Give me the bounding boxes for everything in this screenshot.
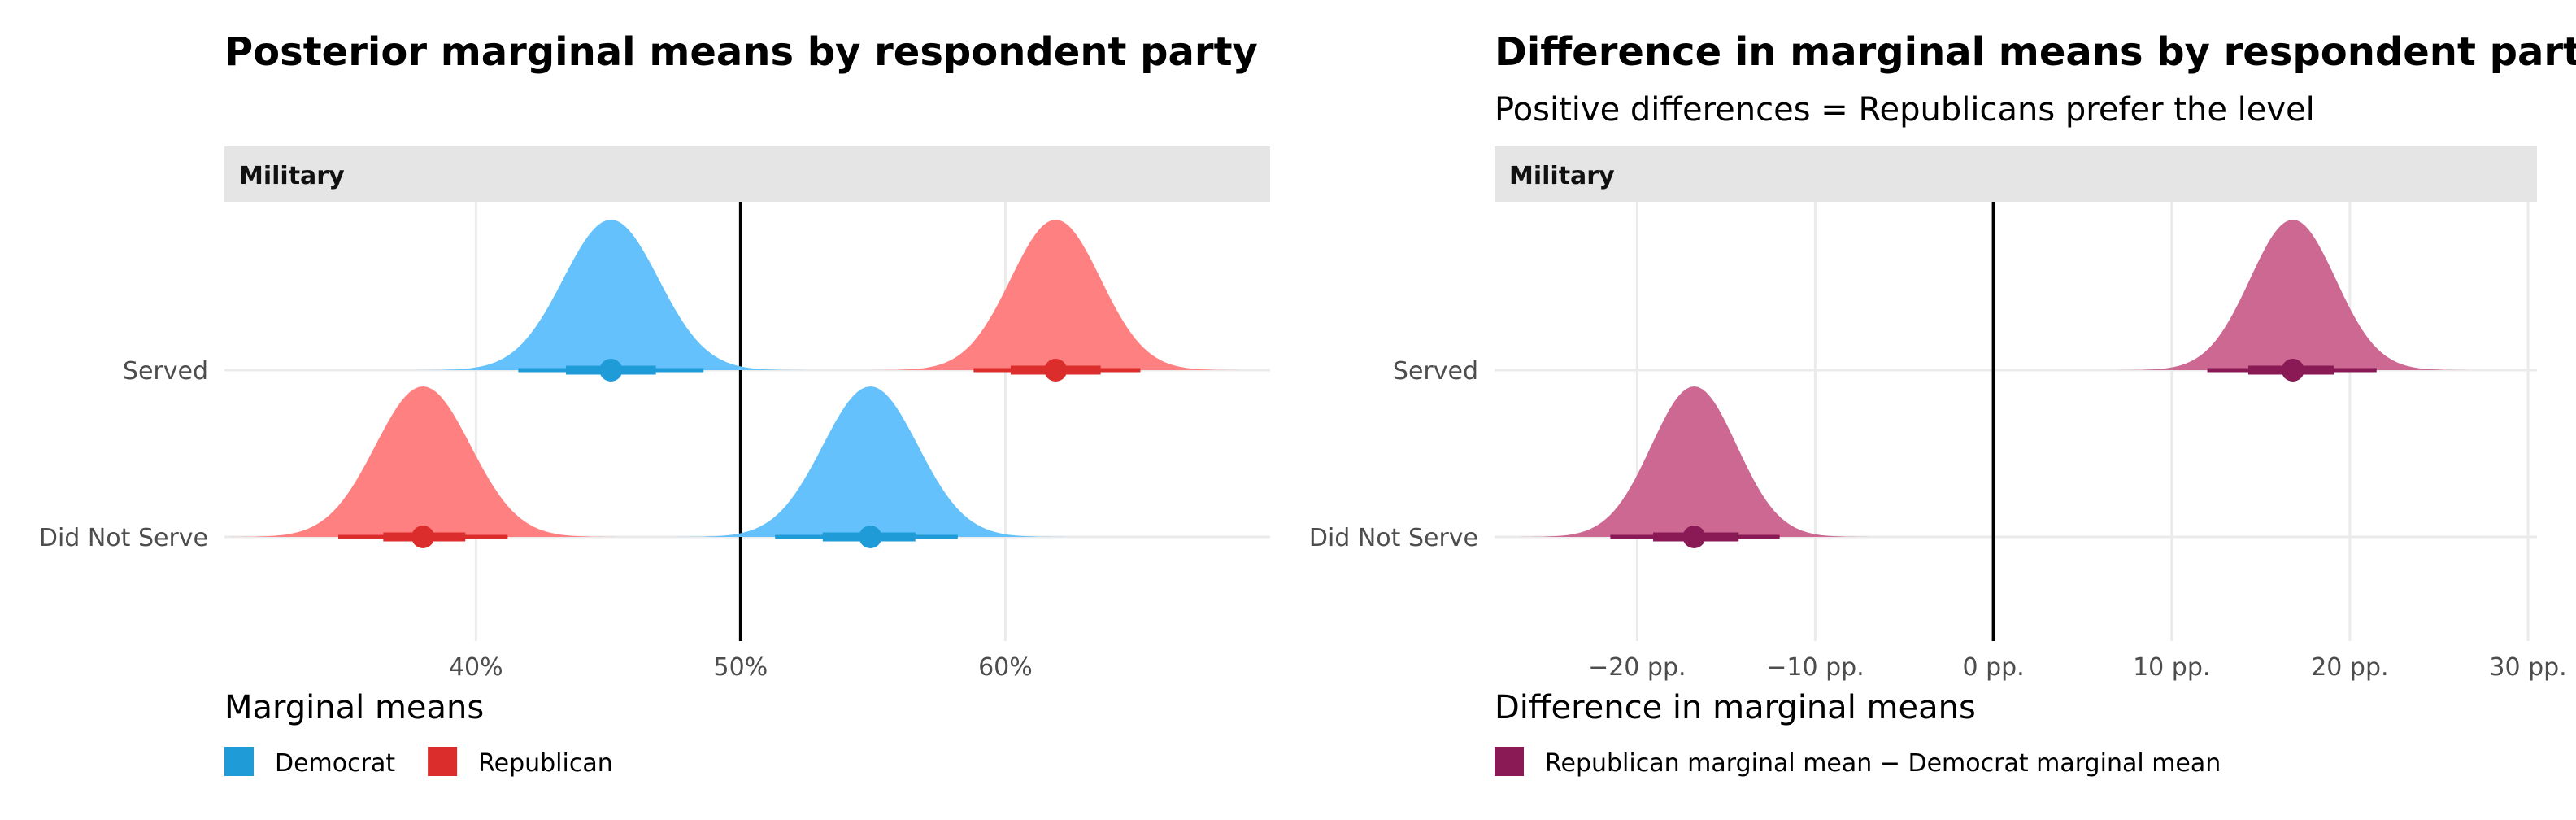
difference-panel: Difference in marginal means by responde…	[1309, 29, 2576, 778]
y-tick-label: Did Not Serve	[1309, 524, 1478, 552]
density-ridge	[223, 386, 624, 537]
density-ridge	[670, 386, 1071, 537]
plot-area: 40% 50% 60% Served Did Not Serve	[39, 202, 1270, 682]
point-estimate	[411, 526, 435, 548]
legend-title: Marginal means	[224, 689, 484, 726]
facet-strip-label: Military	[239, 162, 345, 190]
facet-strip	[224, 146, 1270, 202]
legend-swatch	[224, 747, 254, 776]
x-tick-label: 60%	[978, 653, 1033, 682]
legend-label: Republican marginal mean − Democrat marg…	[1545, 749, 2221, 778]
y-tick-label: Did Not Serve	[39, 524, 208, 552]
chart-title: Posterior marginal means by respondent p…	[224, 29, 1258, 75]
legend-swatch	[428, 747, 458, 776]
x-tick-label: 30 pp.	[2489, 653, 2566, 682]
facet-strip	[1495, 146, 2537, 202]
legend-label: Republican	[478, 749, 613, 778]
x-tick-label: −20 pp.	[1588, 653, 1686, 682]
legend-title: Difference in marginal means	[1495, 689, 1976, 726]
legend-swatch	[1495, 747, 1524, 776]
x-tick-label: 40%	[449, 653, 503, 682]
legend: Democrat Republican	[224, 747, 613, 778]
chart-subtitle: Positive differences = Republicans prefe…	[1495, 91, 2315, 129]
x-tick-label: −10 pp.	[1766, 653, 1864, 682]
x-tick-label: 20 pp.	[2311, 653, 2388, 682]
y-tick-label: Served	[1393, 357, 1478, 386]
chart-title: Difference in marginal means by responde…	[1495, 29, 2576, 75]
x-tick-label: 50%	[714, 653, 768, 682]
marginal-means-panel: Posterior marginal means by respondent p…	[39, 29, 1270, 778]
density-ridge	[411, 220, 812, 370]
point-estimate	[599, 359, 623, 382]
x-tick-label: 10 pp.	[2133, 653, 2210, 682]
point-estimate	[1044, 359, 1068, 382]
legend: Republican marginal mean − Democrat marg…	[1495, 747, 2221, 778]
x-tick-label: 0 pp.	[1962, 653, 2024, 682]
y-tick-label: Served	[123, 357, 208, 386]
legend-label: Democrat	[275, 749, 395, 778]
point-estimate	[1682, 526, 1706, 548]
density-ridge	[2113, 220, 2473, 370]
point-estimate	[2281, 359, 2304, 382]
density-ridge	[1514, 386, 1874, 537]
point-estimate	[859, 526, 882, 548]
density-ridge	[866, 220, 1245, 370]
facet-strip-label: Military	[1509, 162, 1615, 190]
plot-area: −20 pp. −10 pp. 0 pp. 10 pp. 20 pp. 30 pp. Ser…	[1309, 202, 2567, 682]
